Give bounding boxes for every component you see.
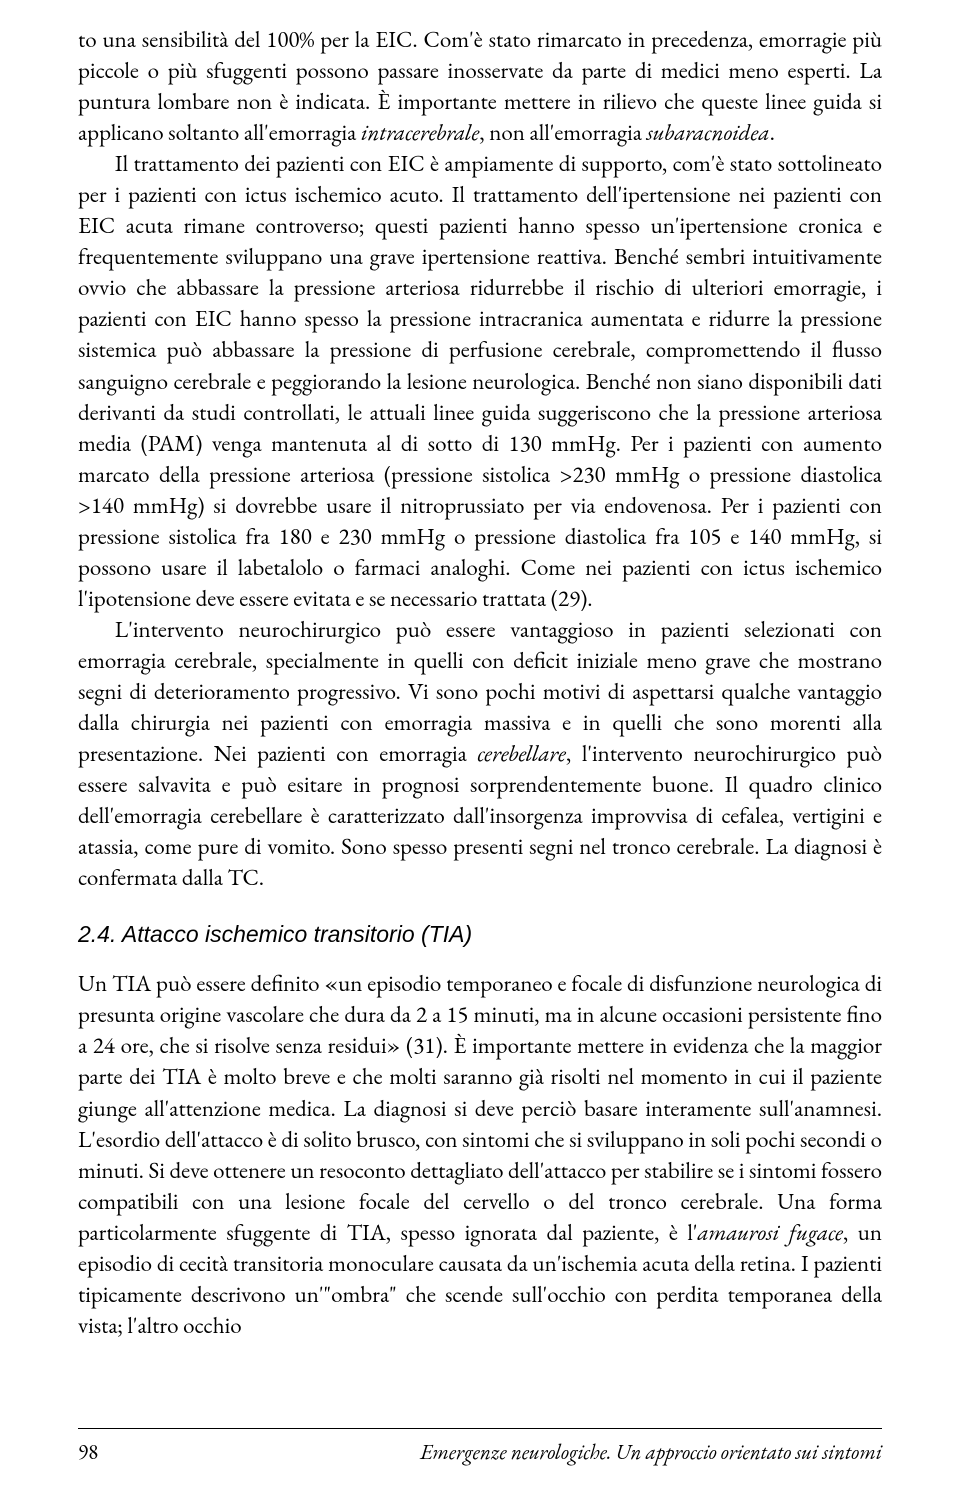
document-page: to una sensibilità del 100% per la EIC. … bbox=[0, 0, 960, 1512]
page-footer: 98 Emergenze neurologiche. Un approccio … bbox=[78, 1428, 882, 1466]
running-title: Emergenze neurologiche. Un approccio ori… bbox=[420, 1439, 882, 1466]
section-heading-2-4: 2.4. Attacco ischemico transitorio (TIA) bbox=[78, 921, 882, 948]
page-number: 98 bbox=[78, 1439, 98, 1466]
body-paragraph-4: Un TIA può essere definito «un episodio … bbox=[78, 968, 882, 1341]
body-paragraph-1: to una sensibilità del 100% per la EIC. … bbox=[78, 24, 882, 148]
body-paragraph-3: L'intervento neurochirurgico può essere … bbox=[78, 614, 882, 893]
body-paragraph-2: Il trattamento dei pazienti con EIC è am… bbox=[78, 148, 882, 614]
